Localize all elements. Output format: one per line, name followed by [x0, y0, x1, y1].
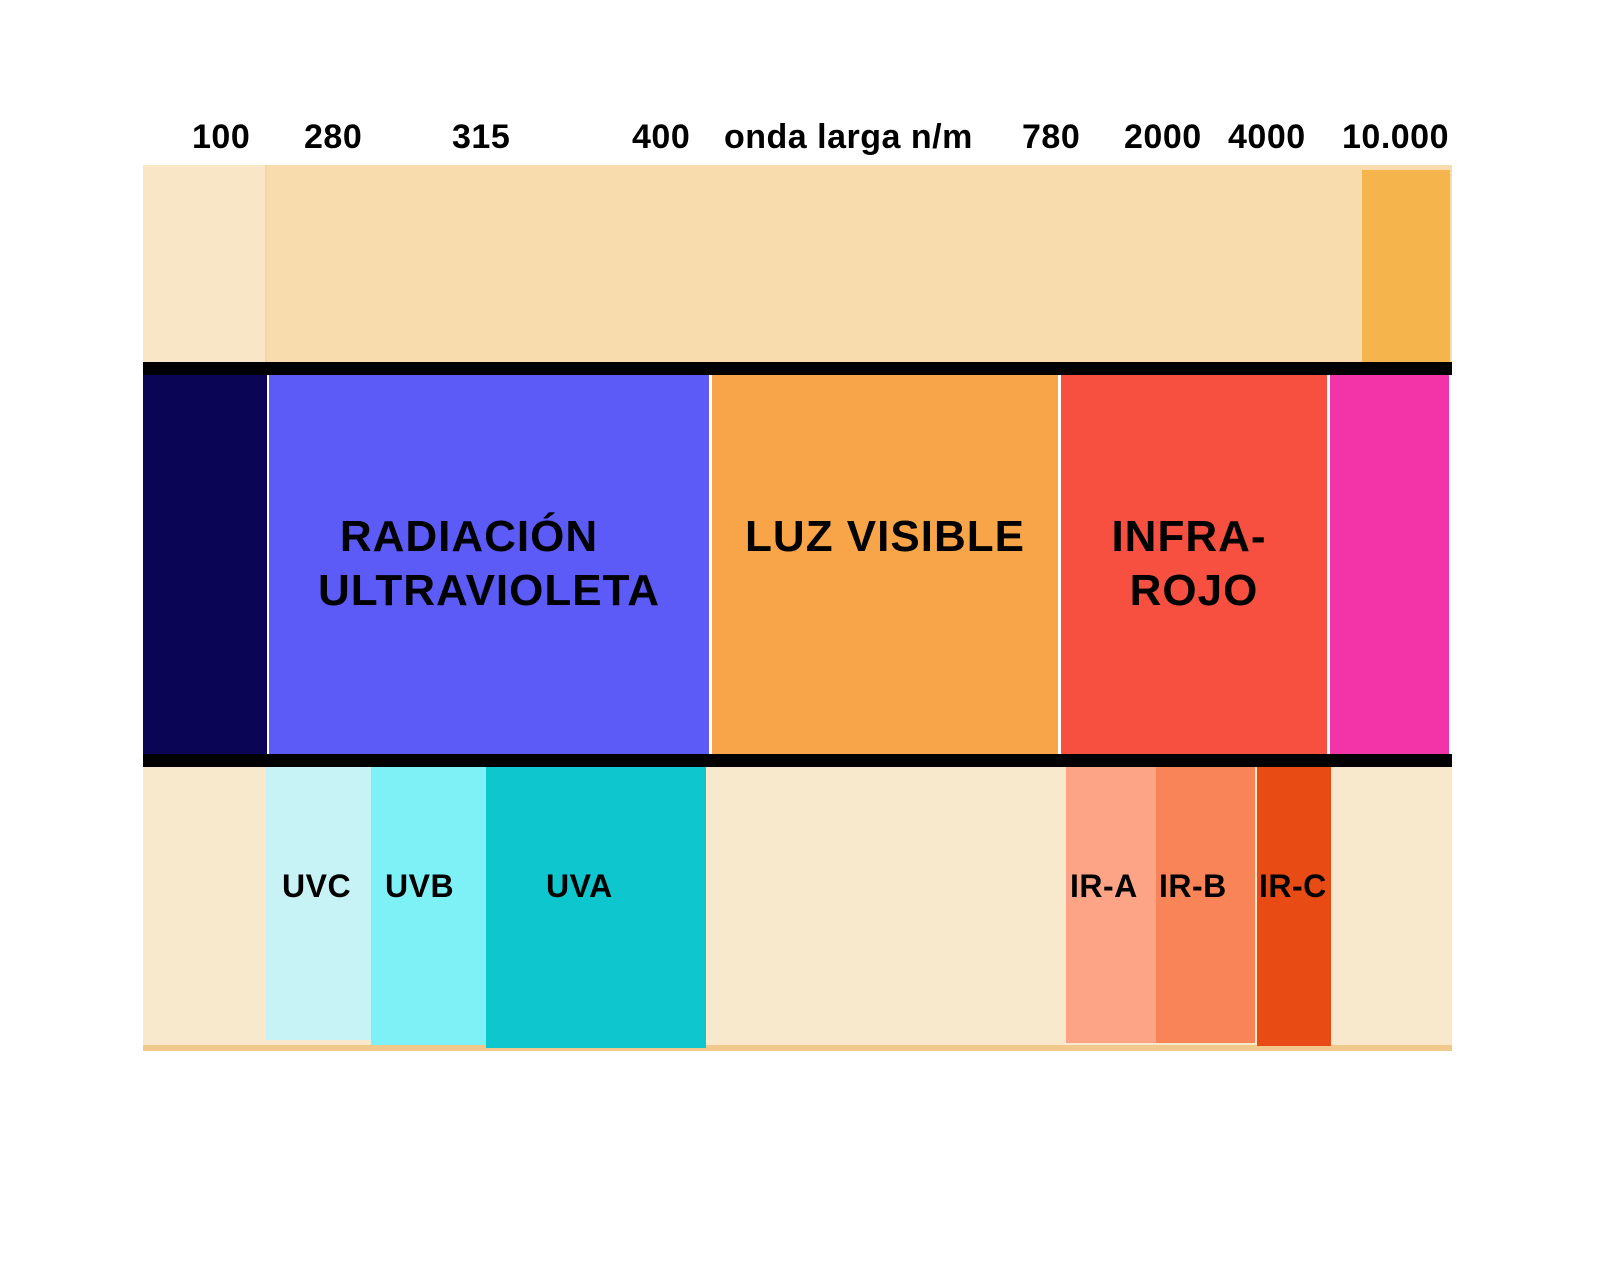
uva-block [486, 762, 706, 1048]
tick-label-100: 100 [192, 118, 251, 156]
uvc-block [266, 762, 371, 1040]
tick-label-315: 315 [452, 118, 511, 156]
ir-label-line1: INFRA- [1111, 512, 1267, 561]
tick-label-280: 280 [304, 118, 363, 156]
tick-label-10000: 10.000 [1342, 118, 1449, 156]
infrared-band [1061, 370, 1327, 756]
uv-label-line2: ULTRAVIOLETA [318, 566, 660, 615]
uv-band [269, 370, 709, 756]
uva-label: UVA [546, 868, 613, 904]
ir-label-line2: ROJO [1129, 566, 1259, 615]
irc-label: IR-C [1259, 868, 1327, 904]
uvc-label: UVC [282, 868, 352, 904]
visible-label-text: LUZ VISIBLE [745, 512, 1025, 561]
top-strip-left-block [143, 165, 267, 365]
irb-block [1156, 762, 1255, 1043]
far-infrared-band [1330, 370, 1449, 756]
tick-label-4000: 4000 [1228, 118, 1306, 156]
tick-label-400: 400 [632, 118, 691, 156]
top-strip-right-block [1362, 170, 1450, 365]
uv-label-line1: RADIACIÓN [339, 512, 599, 561]
irb-label: IR-B [1159, 868, 1227, 904]
bottom-separator-line [143, 754, 1452, 767]
unit-label: onda larga n/m [724, 118, 973, 156]
tick-label-2000: 2000 [1124, 118, 1202, 156]
top-strip [143, 165, 1452, 365]
uv-band-label: RADIACIÓN ULTRAVIOLETA [269, 510, 709, 618]
visible-band [712, 370, 1058, 756]
bottom-strip-baseline [143, 1045, 1452, 1051]
tick-label-780: 780 [1022, 118, 1081, 156]
ira-block [1066, 762, 1156, 1043]
uvb-label: UVB [385, 868, 455, 904]
ira-label: IR-A [1070, 868, 1138, 904]
visible-band-label: LUZ VISIBLE [712, 510, 1058, 564]
uvb-block [371, 762, 488, 1045]
infrared-band-label: INFRA- ROJO [1061, 510, 1327, 618]
top-separator-line [143, 362, 1452, 375]
irc-block [1257, 762, 1331, 1046]
deep-uv-band [143, 370, 267, 756]
